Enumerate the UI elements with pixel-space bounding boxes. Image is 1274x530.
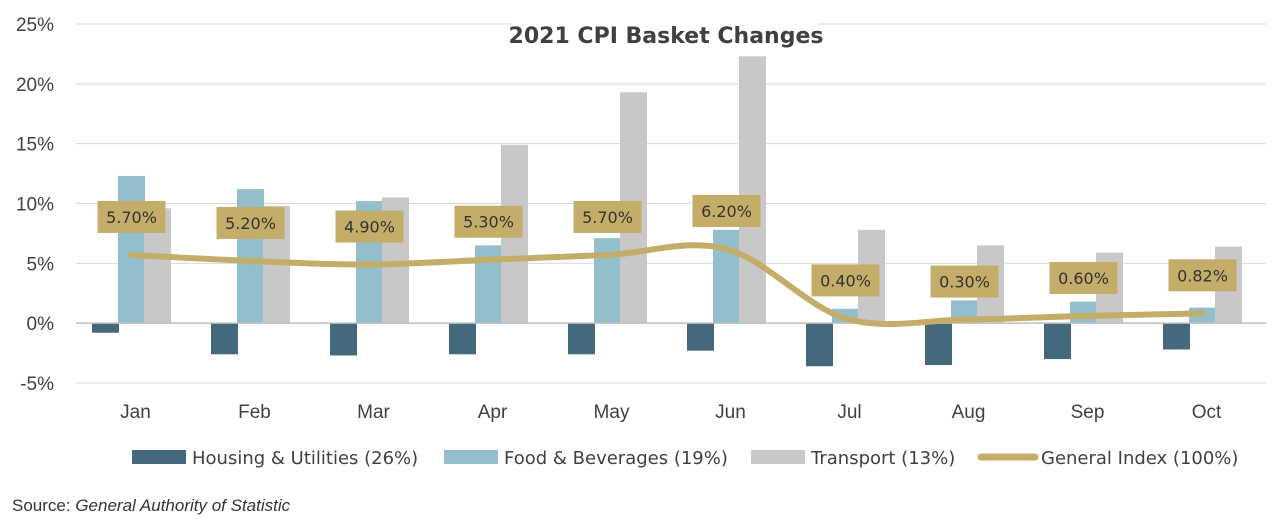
data-label: 5.70%: [97, 200, 166, 233]
bar-housing-may: [568, 323, 595, 355]
legend-swatch: [132, 450, 186, 464]
data-label-text: 0.40%: [820, 271, 871, 290]
data-label: 5.20%: [216, 206, 285, 239]
bar-food-sep: [1070, 301, 1097, 324]
legend-label: Transport (13%): [810, 448, 955, 469]
data-label-box: [811, 264, 880, 297]
x-tick-label: Apr: [478, 402, 508, 423]
source-name: General Authority of Statistic: [75, 496, 291, 515]
bar-housing-feb: [211, 323, 238, 355]
bar-housing-mar: [330, 323, 357, 356]
data-label-box: [97, 200, 166, 233]
x-tick-label: May: [594, 402, 630, 423]
data-label: 5.30%: [454, 205, 523, 238]
bar-housing-apr: [449, 323, 476, 355]
data-label-box: [573, 200, 642, 233]
x-axis: Jan Feb Mar Apr May Jun Jul Aug Sep Oct: [120, 402, 1222, 423]
legend: Housing & Utilities (26%) Food & Beverage…: [132, 448, 1238, 469]
data-label-box: [216, 206, 285, 239]
y-tick-label: 25%: [16, 15, 54, 36]
cpi-chart: 25% 20% 15% 10% 5% 0% -5% 5.70% 5.20% 4.90% 5.30%…: [16, 15, 1266, 469]
data-label-text: 0.30%: [939, 273, 990, 292]
data-label-box: [930, 265, 999, 298]
source-note: Source: General Authority of Statistic: [12, 496, 290, 516]
bar-food-jun: [713, 229, 740, 324]
legend-label: Housing & Utilities (26%): [192, 448, 418, 469]
bar-housing-sep: [1044, 323, 1071, 360]
data-label-text: 4.90%: [344, 218, 395, 237]
x-tick-label: Jul: [837, 402, 861, 423]
data-label-box: [1049, 261, 1118, 294]
legend-swatch: [751, 450, 805, 464]
chart-title-background: [512, 16, 818, 56]
source-prefix: Source:: [12, 496, 71, 515]
bar-transport-jun: [739, 56, 766, 324]
x-tick-label: Jan: [120, 402, 151, 423]
data-label-text: 0.82%: [1177, 266, 1228, 285]
legend-item: General Index (100%): [977, 448, 1238, 469]
data-label-text: 0.60%: [1058, 269, 1109, 288]
y-axis: 25% 20% 15% 10% 5% 0% -5%: [16, 15, 54, 395]
x-tick-label: Aug: [952, 402, 986, 423]
legend-label: General Index (100%): [1041, 448, 1238, 469]
y-tick-label: -5%: [20, 374, 54, 395]
bar-food-jan: [118, 175, 145, 324]
bar-housing-oct: [1163, 323, 1190, 350]
legend-item: Housing & Utilities (26%): [132, 448, 418, 469]
data-label-text: 5.20%: [225, 214, 276, 233]
x-tick-label: Sep: [1071, 402, 1105, 423]
general-index-line: [128, 242, 1206, 328]
legend-label: Food & Beverages (19%): [504, 448, 728, 469]
data-label-box: [692, 194, 761, 227]
data-label-text: 5.70%: [106, 208, 157, 227]
chart-title: 2021 CPI Basket Changes: [509, 24, 824, 49]
y-tick-label: 10%: [16, 195, 54, 216]
data-label: 4.90%: [335, 210, 404, 243]
x-tick-label: Mar: [357, 402, 390, 423]
y-tick-label: 5%: [27, 254, 55, 275]
x-tick-label: Jun: [715, 402, 746, 423]
data-label: 0.82%: [1168, 259, 1237, 292]
bar-food-may: [594, 238, 621, 324]
x-tick-label: Feb: [238, 402, 271, 423]
y-tick-label: 20%: [16, 75, 54, 96]
bar-housing-jun: [687, 323, 714, 351]
bar-housing-jan: [92, 323, 119, 333]
data-label-text: 6.20%: [701, 202, 752, 221]
bar-housing-jul: [806, 323, 833, 367]
data-label-text: 5.30%: [463, 213, 514, 232]
data-labels: 5.70% 5.20% 4.90% 5.30% 5.70% 6.20% 0.40% 0.30%…: [97, 194, 1237, 298]
y-tick-label: 0%: [27, 314, 55, 335]
data-label: 0.30%: [930, 265, 999, 298]
bar-housing-aug: [925, 323, 952, 366]
data-label: 0.60%: [1049, 261, 1118, 294]
legend-item: Transport (13%): [751, 448, 955, 469]
data-label: 0.40%: [811, 264, 880, 297]
data-label-box: [335, 210, 404, 243]
legend-item: Food & Beverages (19%): [444, 448, 728, 469]
x-tick-label: Oct: [1192, 402, 1222, 423]
data-label-box: [1168, 259, 1237, 292]
data-label-text: 5.70%: [582, 208, 633, 227]
legend-swatch: [444, 450, 498, 464]
data-label-box: [454, 205, 523, 238]
y-tick-label: 15%: [16, 135, 54, 156]
data-label: 5.70%: [573, 200, 642, 233]
data-label: 6.20%: [692, 194, 761, 227]
